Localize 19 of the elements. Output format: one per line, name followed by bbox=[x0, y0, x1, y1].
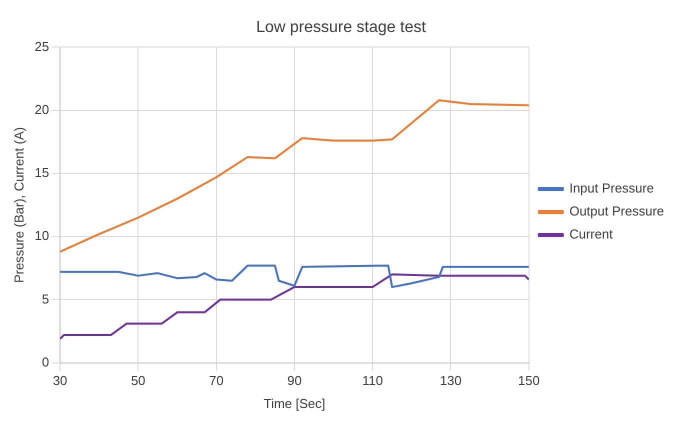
x-tick-label: 130 bbox=[440, 373, 462, 388]
x-tick-label: 70 bbox=[209, 373, 224, 388]
x-tick-label: 150 bbox=[518, 373, 540, 388]
x-tick-label: 90 bbox=[287, 373, 302, 388]
y-tick-label: 10 bbox=[34, 228, 50, 244]
x-tick-label: 110 bbox=[362, 373, 383, 388]
x-tick-label: 30 bbox=[52, 373, 68, 388]
y-tick-label: 25 bbox=[34, 38, 50, 54]
x-tick-label: 50 bbox=[130, 373, 146, 388]
x-axis-title: Time [Sec] bbox=[264, 396, 326, 411]
y-tick-label: 15 bbox=[34, 165, 50, 180]
y-axis-title: Pressure (Bar), Current (A) bbox=[11, 126, 26, 284]
y-tick-label: 20 bbox=[34, 102, 50, 117]
chart-title: Low pressure stage test bbox=[256, 19, 426, 36]
legend-label: Output Pressure bbox=[569, 204, 664, 219]
y-tick-label: 5 bbox=[42, 291, 50, 306]
legend-label: Current bbox=[569, 226, 614, 242]
legend-label: Input Pressure bbox=[569, 180, 654, 196]
y-tick-label: 0 bbox=[42, 354, 50, 370]
